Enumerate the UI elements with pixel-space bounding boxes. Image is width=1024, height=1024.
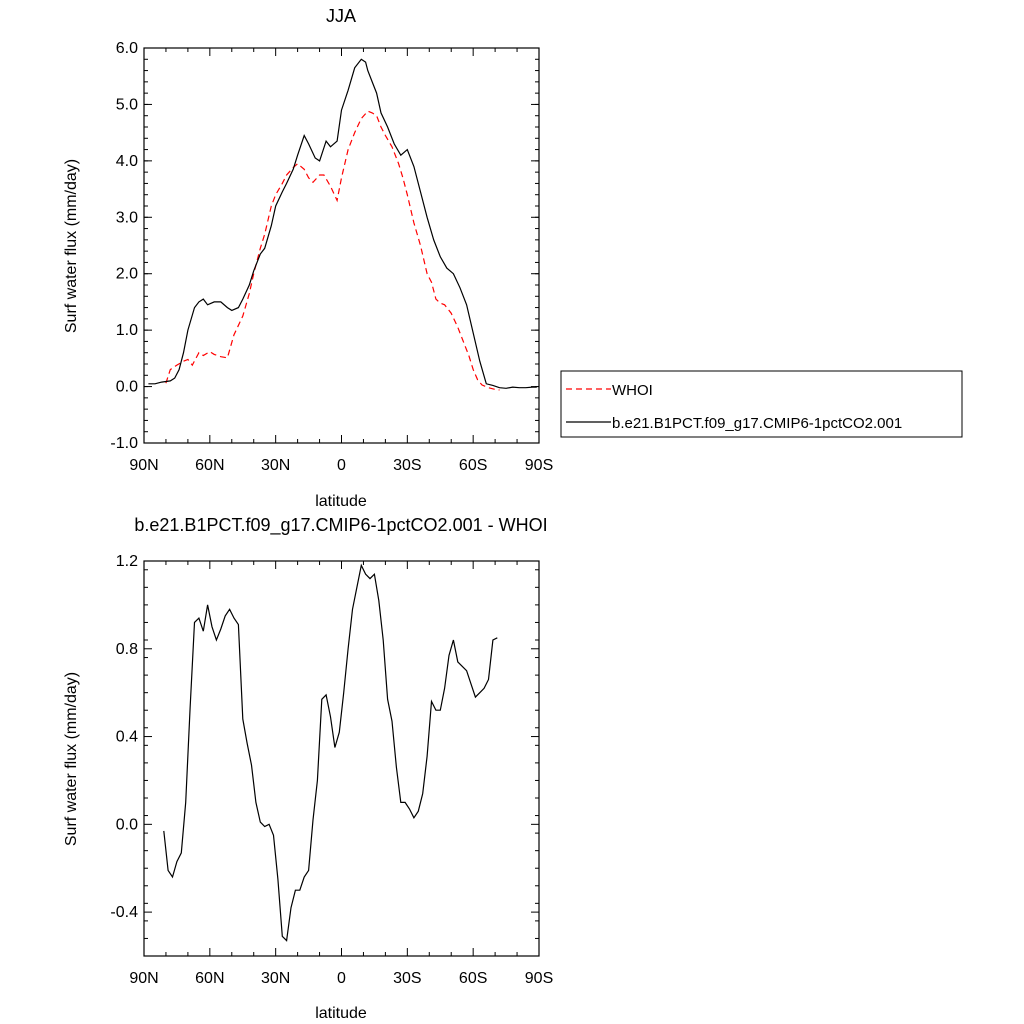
plot-frame: [143, 47, 540, 444]
legend: WHOI b.e21.B1PCT.f09_g17.CMIP6-1pctCO2.0…: [560, 370, 963, 438]
x-tick-label: 60S: [459, 457, 487, 474]
x-tick-label: 90S: [525, 457, 553, 474]
y-tick-label: 1.2: [116, 553, 138, 570]
x-axis-label-top: latitude: [315, 493, 367, 510]
y-tick-label: 1.0: [116, 322, 138, 339]
y-tick-label: 5.0: [116, 96, 138, 113]
x-tick-label: 60S: [459, 970, 487, 987]
series-line-difference: [163, 563, 498, 942]
legend-box: [560, 370, 963, 438]
series-line-b-e21-b1pct-f09-g17-cmip6-1pctco2-001: [148, 58, 537, 389]
x-tick-label: 60N: [195, 970, 224, 987]
y-tick-label: -1.0: [110, 435, 138, 452]
chart-title-top: JJA: [326, 6, 356, 26]
chart-title-bottom: b.e21.B1PCT.f09_g17.CMIP6-1pctCO2.001 - …: [134, 515, 547, 536]
y-tick-label: 0.0: [116, 816, 138, 833]
legend-label-model: b.e21.B1PCT.f09_g17.CMIP6-1pctCO2.001: [612, 415, 902, 432]
y-tick-label: 6.0: [116, 40, 138, 57]
x-tick-label: 30S: [393, 970, 421, 987]
x-tick-label: 90N: [129, 457, 158, 474]
y-tick-label: 0.8: [116, 641, 138, 658]
x-tick-label: 90N: [129, 970, 158, 987]
series-line-whoi: [165, 110, 500, 391]
y-axis-label-top: Surf water flux (mm/day): [63, 159, 80, 333]
legend-label-whoi: WHOI: [612, 382, 653, 399]
y-tick-label: 3.0: [116, 209, 138, 226]
x-tick-label: 0: [337, 457, 346, 474]
x-tick-label: 30N: [261, 457, 290, 474]
x-tick-label: 60N: [195, 457, 224, 474]
bottom-plot: 90N 60N 30N 0 30S 60S 90S -0.4 0.0 0.4 0.8 1.2: [110, 553, 553, 987]
y-tick-label: 4.0: [116, 153, 138, 170]
y-tick-label: 2.0: [116, 266, 138, 283]
y-tick-label: 0.4: [116, 729, 138, 746]
top-plot: 90N 60N 30N 0 30S 60S 90S -1.0 0.0 1.0 2.0 3.0 4.0 5.…: [110, 40, 553, 474]
y-tick-label: 0.0: [116, 379, 138, 396]
y-axis-label-bottom: Surf water flux (mm/day): [63, 672, 80, 846]
x-tick-label: 90S: [525, 970, 553, 987]
y-tick-label: -0.4: [110, 904, 138, 921]
x-tick-label: 30N: [261, 970, 290, 987]
x-tick-label: 0: [337, 970, 346, 987]
x-axis-label-bottom: latitude: [315, 1005, 367, 1022]
plot-frame: [143, 560, 540, 957]
x-tick-label: 30S: [393, 457, 421, 474]
